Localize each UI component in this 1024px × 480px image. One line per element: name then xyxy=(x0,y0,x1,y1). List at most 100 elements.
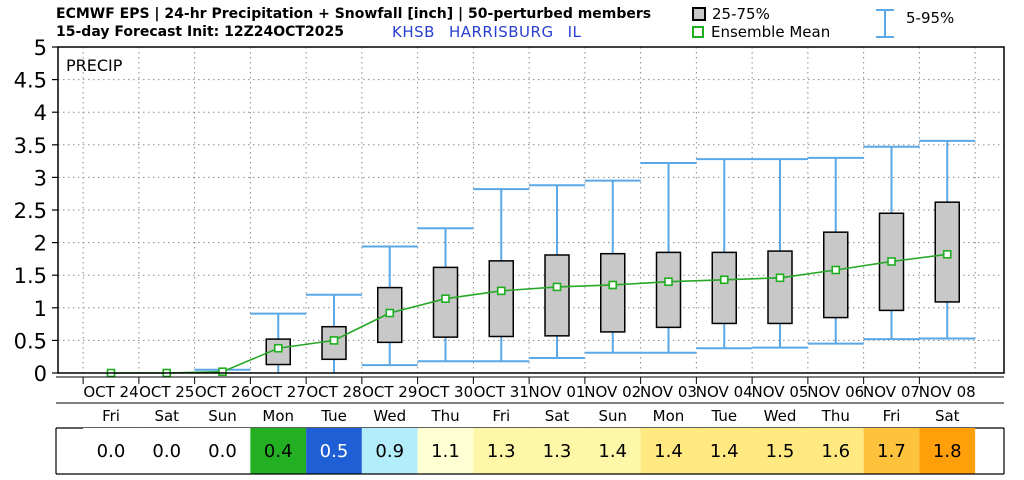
mean-marker xyxy=(496,286,506,296)
mean-value-label: 1.5 xyxy=(766,441,795,462)
mean-marker xyxy=(831,265,841,275)
mean-value-label: 1.4 xyxy=(598,441,627,462)
mean-marker xyxy=(887,257,896,266)
mean-value-label: 0.0 xyxy=(208,441,237,462)
x-date-label: OCT 27 xyxy=(251,383,306,401)
station-city: HARRISBURG xyxy=(448,23,554,41)
box-iqr xyxy=(544,254,570,337)
mean-value-cell xyxy=(584,428,641,474)
mean-marker xyxy=(218,367,227,376)
x-weekday-label: Sat xyxy=(935,407,960,425)
x-weekday-label: Tue xyxy=(320,407,347,425)
station-location: KHSB HARRISBURG IL xyxy=(392,24,595,40)
mean-line xyxy=(111,253,948,374)
mean-value-cell xyxy=(138,428,195,474)
legend-mean-entry: Ensemble Mean xyxy=(692,23,830,41)
box-iqr xyxy=(600,252,626,333)
x-date-label: NOV 06 xyxy=(807,383,864,401)
x-date-label: NOV 08 xyxy=(919,383,976,401)
mean-marker xyxy=(719,275,729,285)
legend-mean-swatch xyxy=(692,26,704,38)
legend-mean-label: Ensemble Mean xyxy=(711,23,831,41)
mean-value-cell xyxy=(863,428,920,474)
mean-marker xyxy=(441,294,450,303)
x-weekday-label: Fri xyxy=(102,407,120,425)
x-axis: OCT 24 Fri OCT 25 Sat OCT 26 Sun OCT 27 Mon OCT … xyxy=(56,376,1004,425)
mean-value-cell xyxy=(250,428,307,474)
plot-frame xyxy=(57,46,1005,374)
box-iqr xyxy=(488,260,514,338)
y-tick-label: 4.5 xyxy=(14,69,47,93)
x-weekday-label: Thu xyxy=(430,407,459,425)
x-weekday-label: Fri xyxy=(883,407,901,425)
mean-value-table: 0.0 0.0 0.0 0.4 0.5 0.9 1.1 1.3 1.3 1.4 1.4 1.4 1.5 1… xyxy=(55,427,1005,475)
x-date-label: NOV 05 xyxy=(752,383,809,401)
mean-value-label: 0.9 xyxy=(375,441,404,462)
x-date-label: OCT 29 xyxy=(362,383,417,401)
box-iqr xyxy=(767,250,793,325)
mean-value-label: 1.4 xyxy=(710,441,739,462)
x-date-label: NOV 03 xyxy=(640,383,697,401)
x-weekday-label: Mon xyxy=(262,407,294,425)
legend-box-label: 25-75% xyxy=(712,5,770,23)
mean-marker xyxy=(608,280,618,290)
box-iqr xyxy=(711,251,737,325)
mean-value-label: 1.1 xyxy=(431,441,460,462)
x-weekday-label: Thu xyxy=(821,407,850,425)
box-iqr xyxy=(655,251,682,329)
mean-marker xyxy=(775,273,785,283)
grid xyxy=(58,47,1004,373)
y-tick-label: 0 xyxy=(34,362,47,386)
x-weekday-label: Sat xyxy=(154,407,179,425)
x-weekday-label: Sun xyxy=(598,407,627,425)
station-id: KHSB xyxy=(392,23,435,41)
mean-marker xyxy=(273,343,283,353)
mean-marker xyxy=(942,250,952,259)
mean-value-cell xyxy=(529,428,585,474)
x-date-label: NOV 01 xyxy=(529,383,586,401)
mean-value-cell xyxy=(752,428,808,474)
mean-value-cell xyxy=(640,428,697,474)
mean-marker xyxy=(552,282,562,292)
x-weekday-label: Wed xyxy=(373,407,406,425)
mean-value-label: 1.8 xyxy=(933,441,962,462)
y-axis: 0 0.5 1 1.5 2 2.5 3 3.5 4 4.5 5 xyxy=(14,36,58,386)
y-tick-label: 0.5 xyxy=(14,329,47,353)
legend-whisker-icon xyxy=(876,9,894,38)
x-date-label: NOV 04 xyxy=(696,383,753,401)
y-tick-label: 1.5 xyxy=(14,264,47,288)
y-tick-label: 5 xyxy=(34,36,47,60)
y-tick-label: 2 xyxy=(34,232,47,256)
legend-whisker-label: 5-95% xyxy=(906,9,955,27)
mean-value-label: 1.3 xyxy=(487,441,516,462)
legend-box-swatch xyxy=(692,7,706,21)
mean-value-label: 0.0 xyxy=(152,441,181,462)
x-date-label: OCT 26 xyxy=(195,383,250,401)
x-date-label: NOV 07 xyxy=(863,383,920,401)
y-tick-label: 1 xyxy=(34,297,47,321)
y-tick-label: 3.5 xyxy=(14,134,47,158)
mean-marker xyxy=(385,308,395,318)
y-tick-label: 2.5 xyxy=(14,199,47,223)
mean-value-cell xyxy=(83,428,139,474)
mean-value-cell xyxy=(473,428,530,474)
mean-value-label: 1.3 xyxy=(543,441,572,462)
x-date-label: OCT 31 xyxy=(474,383,529,401)
x-weekday-label: Tue xyxy=(710,407,737,425)
x-date-label: NOV 02 xyxy=(584,383,641,401)
x-date-label: OCT 30 xyxy=(418,383,473,401)
mean-value-cell xyxy=(696,428,753,474)
mean-value-label: 1.7 xyxy=(877,441,906,462)
mean-value-cell xyxy=(306,428,362,474)
chart-title-line1: ECMWF EPS | 24-hr Precipitation + Snowfa… xyxy=(56,6,652,22)
mean-value-label: 1.6 xyxy=(821,441,850,462)
box-iqr xyxy=(823,231,849,319)
mean-value-label: 0.4 xyxy=(264,441,293,462)
x-weekday-label: Sun xyxy=(208,407,237,425)
chart-title-line2: 15-day Forecast Init: 12Z24OCT2025 xyxy=(56,24,344,40)
mean-value-cell xyxy=(361,428,418,474)
x-weekday-label: Fri xyxy=(492,407,510,425)
mean-value-cell xyxy=(417,428,474,474)
x-weekday-label: Mon xyxy=(653,407,685,425)
